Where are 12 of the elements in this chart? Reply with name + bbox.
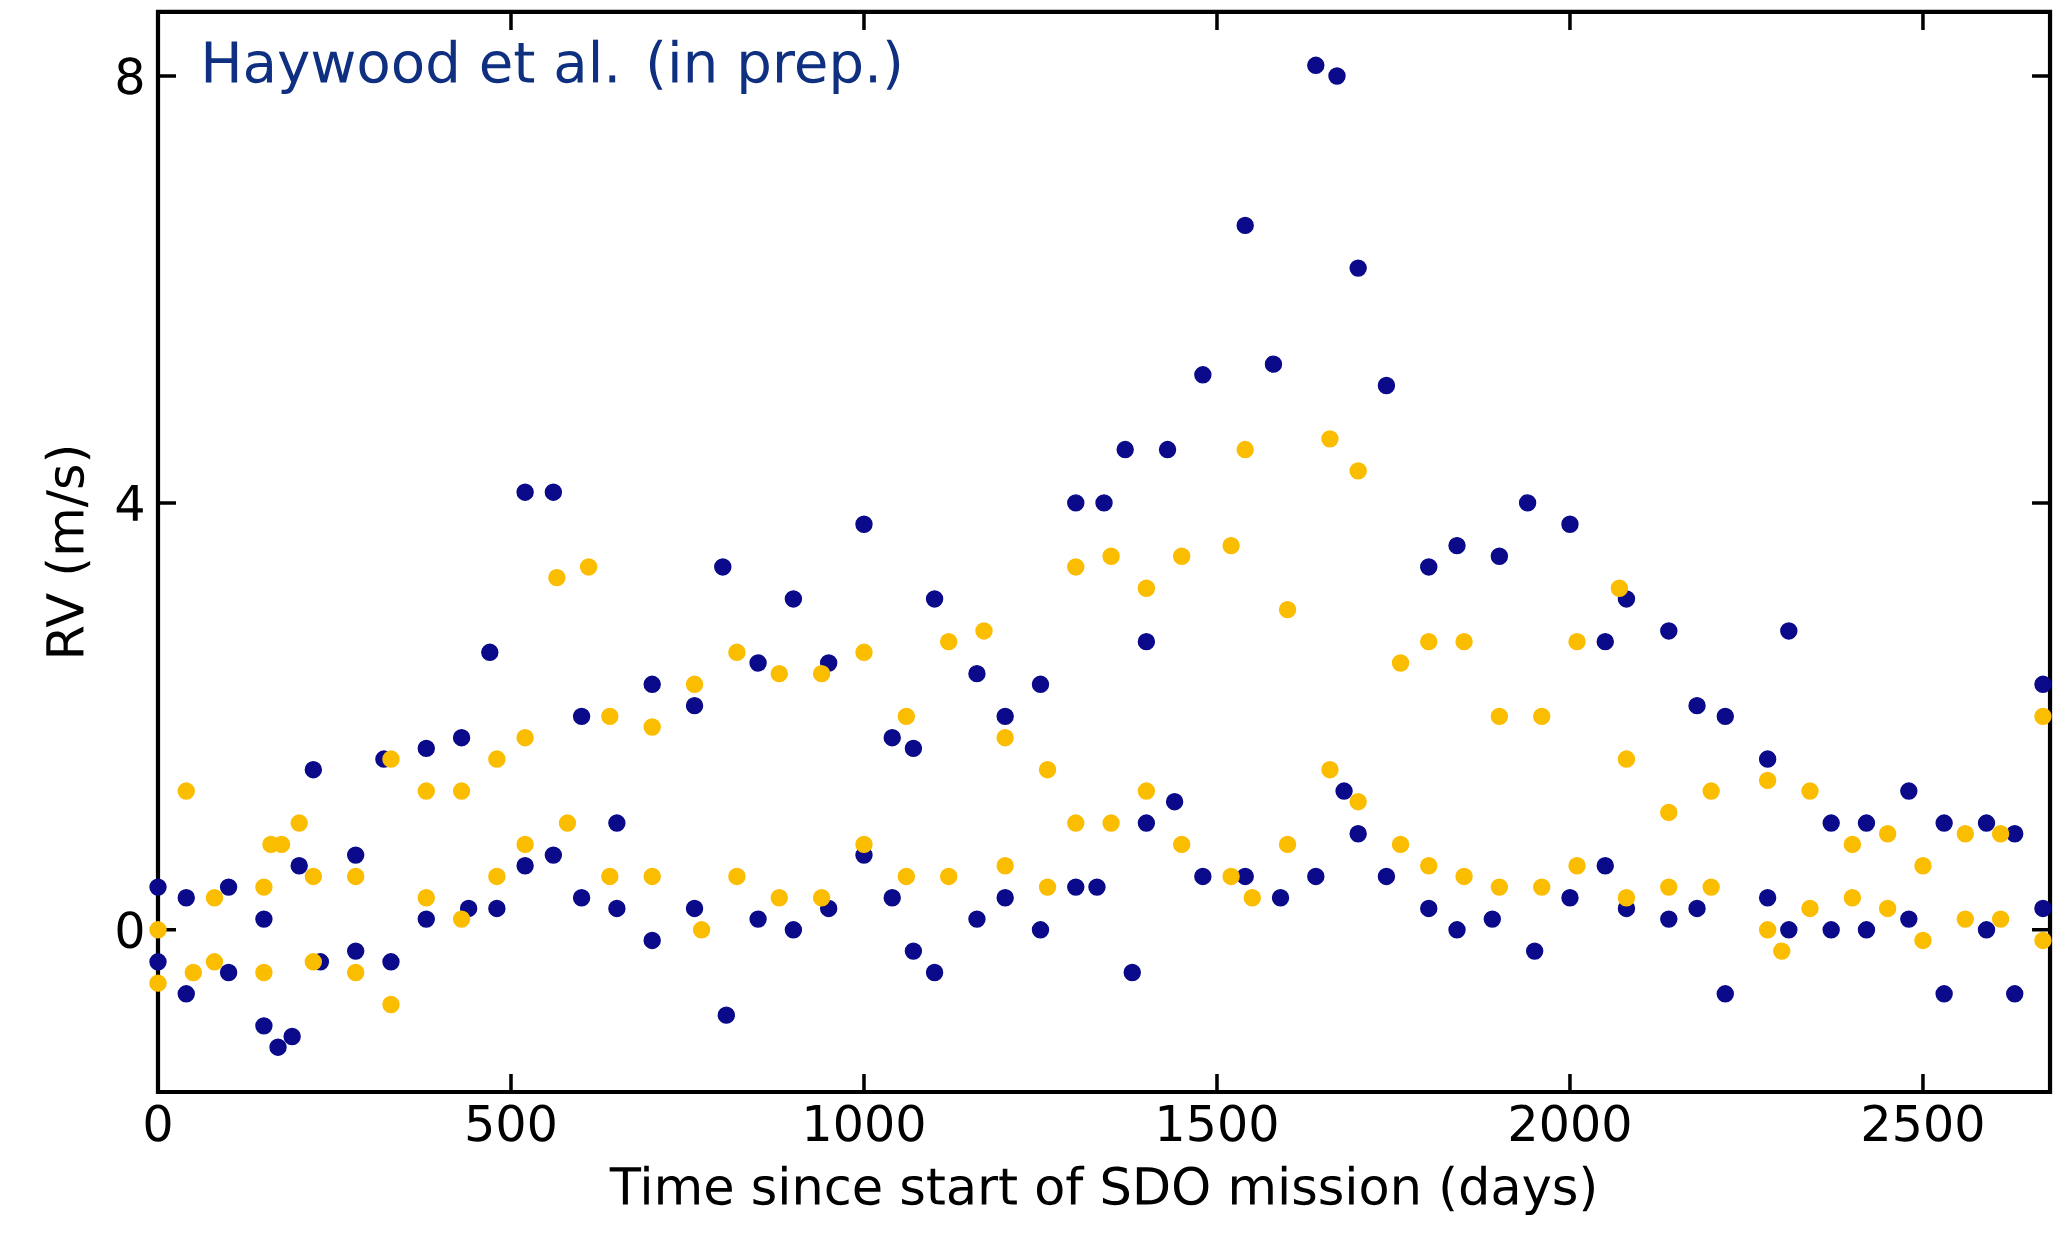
annotation: Haywood et al. (in prep.): [205, 39, 900, 95]
y-tick-label: 8: [117, 57, 143, 95]
x-tick-label: 2000: [1510, 1104, 1630, 1142]
x-tick-label: 1500: [1159, 1104, 1277, 1142]
x-tick-label: 2500: [1863, 1104, 1983, 1142]
x-tick-label: 0: [145, 1104, 171, 1142]
x-tick-label: 1000: [806, 1104, 924, 1142]
x-tick-label: 500: [467, 1104, 555, 1142]
y-tick-label: 4: [116, 484, 143, 521]
y-tick-label: 0: [117, 911, 143, 949]
y-axis-title: RV (m/s): [44, 447, 91, 656]
x-axis-title: Time since start of SDO mission (days): [609, 1165, 1594, 1216]
